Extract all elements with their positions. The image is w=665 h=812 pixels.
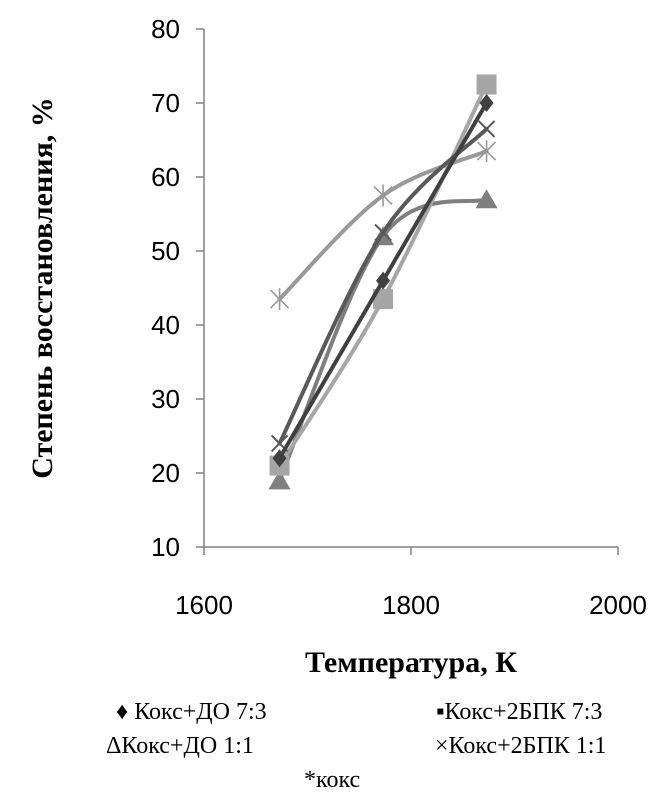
y-tick-label: 80 [151,14,180,44]
legend-entry-koks-do-1-1: ΔКокс+ДО 1:1 [106,733,254,759]
triangle-marker [268,470,291,490]
legend-entry-koks-2bpk-7-3: ▪Кокс+2БПК 7:3 [436,699,603,725]
star-marker [476,140,497,163]
y-tick-label: 40 [151,310,180,340]
legend-entry-koks-do-7-3: ♦ Кокс+ДО 7:3 [116,699,267,725]
legend-row: ΔКокс+ДО 1:1 ×Кокс+2БПК 1:1 [0,729,665,763]
x-marker [374,223,392,242]
y-tick-label: 70 [151,88,180,118]
axes [196,28,619,555]
x-tick-label: 2000 [589,590,647,620]
legend-entry-koks: *кокс [304,767,361,793]
y-tick-label: 10 [151,532,180,562]
x-tick-label: 1600 [175,590,233,620]
triangle-marker [475,189,498,209]
chart: 10 20 30 40 50 60 70 80 1600 1800 2000 Температура… [26,14,647,679]
x-axis-title: Температура, К [305,646,517,679]
x-marker [477,120,496,138]
y-axis-title: Степень восстановления, % [26,97,59,479]
square-marker [373,289,394,310]
series-layer [268,74,498,490]
star-marker [373,184,393,207]
series-diamond [272,94,494,468]
y-tick-label: 50 [151,236,180,266]
star-marker [269,288,290,311]
series-star [269,140,497,311]
diamond-marker [376,271,391,290]
legend-entry-koks-2bpk-1-1: ×Кокс+2БПК 1:1 [435,733,607,759]
diamond-marker [272,449,287,468]
legend: ♦ Кокс+ДО 7:3 ▪Кокс+2БПК 7:3 ΔКокс+ДО 1:… [0,695,665,797]
diamond-marker [479,94,494,112]
y-tick-label: 30 [151,384,180,414]
tick-labels: 10 20 30 40 50 60 70 80 1600 1800 2000 [151,14,647,620]
legend-row: ♦ Кокс+ДО 7:3 ▪Кокс+2БПК 7:3 [0,695,665,729]
y-tick-label: 60 [151,162,180,192]
square-marker [476,74,497,95]
x-tick-label: 1800 [382,590,440,620]
legend-row: *кокс [0,763,665,797]
y-tick-label: 20 [151,458,180,488]
